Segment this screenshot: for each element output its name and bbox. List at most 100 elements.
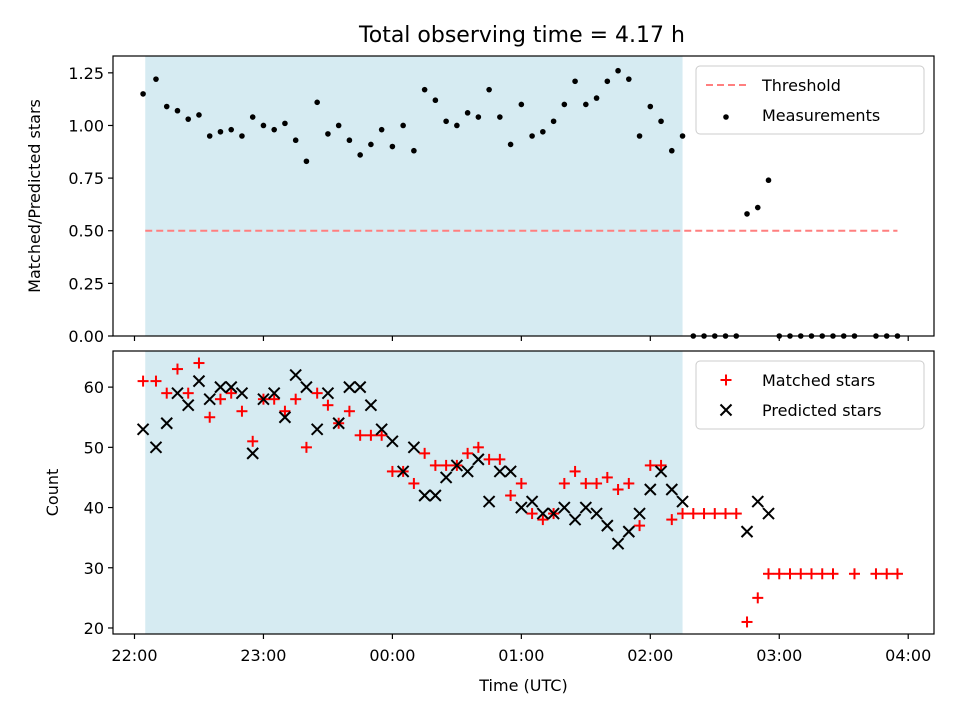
data-point: [529, 133, 535, 139]
x-b: [622, 525, 636, 538]
data-point: [400, 122, 406, 129]
data-point: [386, 465, 398, 477]
data-point: [204, 411, 216, 423]
x-tick-label: 01:00: [498, 646, 544, 665]
x-b: [558, 501, 571, 514]
data-point: [505, 490, 517, 502]
legend-box: [695, 65, 925, 135]
data-point: [235, 386, 249, 400]
data-point: [203, 392, 216, 406]
data-point: [751, 495, 764, 508]
data-point: [332, 417, 345, 430]
data-point: [192, 374, 206, 388]
data-point: [623, 477, 635, 489]
data-point: [647, 103, 654, 110]
x-b: [224, 380, 238, 394]
x-b: [332, 417, 345, 430]
data-point: [396, 465, 410, 478]
data-point: [421, 86, 428, 93]
data-point: [239, 133, 245, 139]
data-point: [343, 405, 355, 417]
data-point: [698, 508, 710, 520]
x-b: [676, 495, 689, 508]
data-point: [730, 508, 742, 520]
data-point: [321, 386, 335, 400]
data-point: [267, 386, 281, 400]
x-b: [547, 507, 560, 520]
x-b: [525, 495, 539, 508]
x-b: [257, 392, 270, 406]
data-point: [668, 147, 675, 154]
data-point: [153, 76, 159, 82]
data-point: [493, 465, 507, 478]
data-point: [525, 495, 539, 508]
x-b: [396, 465, 410, 478]
x-b: [300, 380, 313, 394]
data-point: [443, 118, 449, 125]
data-point: [486, 86, 492, 93]
legend-dot-swatch: [723, 114, 729, 120]
data-point: [160, 417, 173, 430]
data-point: [407, 441, 421, 454]
data-point: [161, 387, 173, 399]
data-point: [439, 471, 453, 484]
data-point: [518, 101, 525, 108]
data-point: [569, 465, 581, 477]
data-point: [464, 110, 471, 116]
data-point: [247, 435, 259, 447]
data-point: [881, 568, 893, 580]
data-point: [590, 507, 603, 520]
data-point: [626, 76, 632, 82]
data-point: [322, 399, 334, 411]
x-b: [353, 380, 367, 394]
observing-window-shade: [145, 351, 683, 634]
x-b: [482, 495, 496, 508]
data-point: [214, 380, 227, 394]
x-tick-label: 00:00: [369, 646, 415, 665]
legend: Matched stars Predicted stars: [695, 360, 925, 430]
x-tick-label: 04:00: [885, 646, 931, 665]
data-point: [644, 459, 656, 471]
data-point: [150, 375, 162, 387]
x-b: [375, 423, 388, 436]
data-point: [612, 483, 624, 495]
data-point: [461, 465, 474, 478]
data-point: [752, 592, 764, 604]
data-point: [644, 483, 657, 496]
x-b: [439, 471, 453, 484]
data-point: [378, 126, 385, 133]
x-b: [235, 386, 249, 400]
data-point: [365, 429, 377, 441]
x-b: [310, 423, 324, 436]
data-point: [658, 118, 664, 125]
data-point: [536, 507, 550, 520]
data-point: [149, 441, 163, 454]
x-b: [192, 374, 206, 388]
data-point: [171, 363, 183, 375]
x-b: [203, 392, 216, 406]
x-b: [740, 525, 754, 538]
data-point: [763, 568, 775, 580]
y-tick-label: 60: [84, 378, 104, 397]
data-point: [225, 387, 237, 399]
data-point: [540, 128, 546, 135]
series-matched-stars: [137, 357, 903, 628]
data-point: [483, 453, 495, 465]
data-point: [140, 91, 146, 97]
x-b: [321, 386, 335, 400]
data-point: [504, 465, 517, 478]
data-point: [282, 120, 288, 127]
data-point: [408, 477, 420, 489]
x-b: [364, 398, 378, 412]
data-point: [891, 568, 903, 580]
data-point: [655, 459, 667, 471]
data-point: [224, 380, 238, 394]
data-point: [654, 465, 668, 478]
data-point: [454, 122, 460, 129]
data-point: [579, 501, 593, 514]
data-point: [206, 133, 213, 139]
data-point: [679, 133, 686, 139]
data-point: [762, 507, 775, 520]
data-point: [419, 447, 431, 459]
